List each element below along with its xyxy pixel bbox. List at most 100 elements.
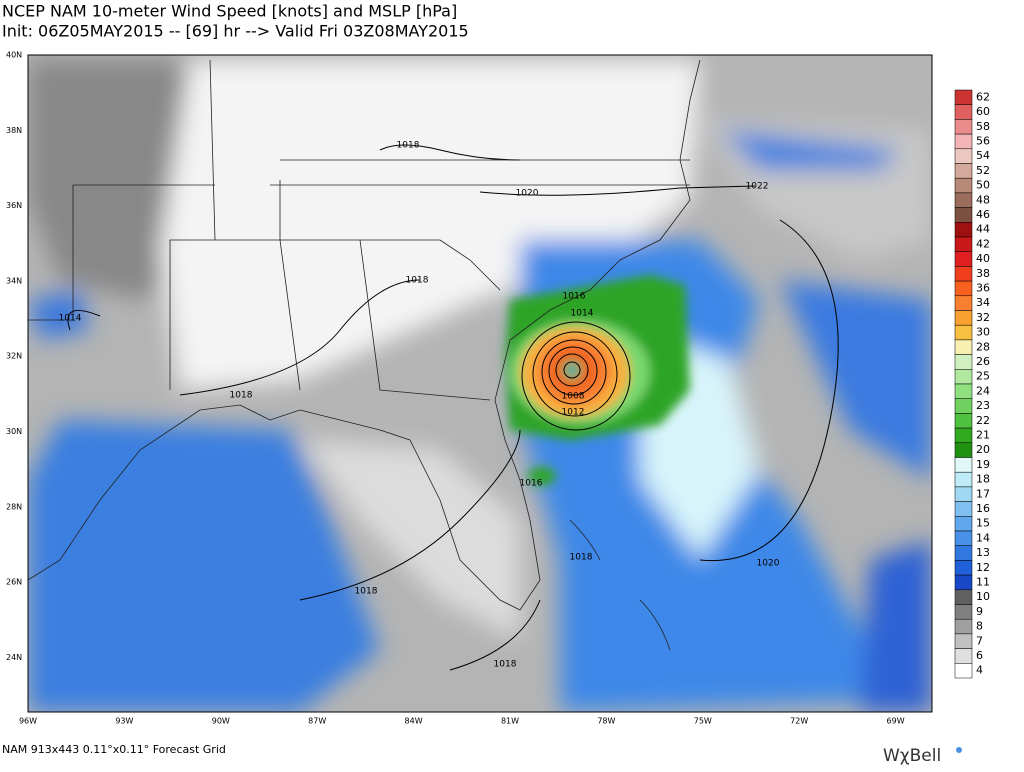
- isobar-label: 1014: [571, 309, 594, 319]
- colorbar-label: 9: [976, 605, 983, 618]
- isobar-labels: 1018 1020 1022 1018 1016 1014 1014 1018 1008 1012…: [59, 141, 780, 670]
- colorbar-swatch: [954, 648, 973, 664]
- colorbar-swatch: [954, 310, 973, 326]
- isobar-label: 1018: [355, 587, 378, 597]
- colorbar-label: 44: [976, 223, 990, 236]
- lon-label: 93W: [115, 717, 133, 726]
- colorbar-swatch: [954, 163, 973, 179]
- lon-label: 87W: [308, 717, 326, 726]
- lon-label: 72W: [790, 717, 808, 726]
- lon-label: 90W: [212, 717, 230, 726]
- colorbar-swatch: [954, 192, 973, 208]
- colorbar-swatch: [954, 618, 973, 635]
- colorbar-swatch: [954, 486, 973, 502]
- colorbar-swatch: [954, 398, 973, 414]
- isobar-label: 1012: [562, 408, 585, 418]
- subtitle: Init: 06Z05MAY2015 -- [69] hr --> Valid …: [2, 22, 469, 41]
- lat-label: 40N: [6, 51, 22, 60]
- lat-label: 28N: [6, 502, 22, 511]
- colorbar-label: 60: [976, 105, 990, 118]
- colorbar-label: 54: [976, 149, 990, 162]
- colorbar-label: 28: [976, 340, 990, 353]
- isobar-label: 1016: [520, 479, 543, 489]
- colorbar-swatch: [954, 663, 973, 679]
- colorbar-swatch: [954, 427, 973, 444]
- colorbar-label: 22: [976, 414, 990, 427]
- colorbar-swatch: [954, 560, 973, 576]
- colorbar-swatch: [954, 148, 973, 164]
- colorbar-label: 30: [976, 326, 990, 339]
- colorbar-label: 40: [976, 252, 990, 265]
- colorbar-swatch: [954, 236, 973, 252]
- colorbar-label: 11: [976, 575, 990, 588]
- colorbar-label: 6: [976, 649, 983, 662]
- colorbar-label: 52: [976, 164, 990, 177]
- colorbar-label: 25: [976, 370, 990, 383]
- map-field: [28, 55, 932, 712]
- logo: WχBell: [883, 746, 941, 766]
- colorbar-label: 26: [976, 355, 990, 368]
- colorbar-label: 16: [976, 502, 990, 515]
- logo-dot: [956, 747, 962, 753]
- colorbar-label: 58: [976, 120, 990, 133]
- colorbar-swatch: [954, 133, 973, 150]
- colorbar-label: 4: [976, 664, 983, 677]
- lat-label: 30N: [6, 427, 22, 436]
- colorbar-label: 18: [976, 473, 990, 486]
- colorbar-swatch: [954, 324, 973, 341]
- map-frame: [27, 54, 933, 713]
- isobar-label: 1018: [494, 660, 517, 670]
- colorbar-label: 8: [976, 620, 983, 633]
- colorbar-swatch: [954, 589, 973, 605]
- colorbar-label: 56: [976, 134, 990, 147]
- lat-label: 32N: [6, 352, 22, 361]
- colorbar-swatch: [954, 104, 973, 120]
- colorbar-label: 62: [976, 90, 990, 103]
- colorbar-swatch: [954, 207, 973, 223]
- lat-label: 38N: [6, 126, 22, 135]
- isobar-label: 1018: [397, 141, 420, 151]
- colorbar-swatch: [954, 530, 973, 546]
- colorbar-label: 23: [976, 399, 990, 412]
- colorbar-swatch: [954, 177, 973, 194]
- lat-labels: 40N 38N 36N 34N 32N 30N 28N 26N 24N: [6, 51, 22, 662]
- colorbar-swatch: [954, 222, 973, 238]
- colorbar-swatch: [954, 442, 973, 458]
- lat-label: 34N: [6, 276, 22, 285]
- colorbar-swatch: [954, 516, 973, 532]
- lon-label: 96W: [19, 717, 37, 726]
- colorbar-label: 38: [976, 267, 990, 280]
- lat-label: 24N: [6, 653, 22, 662]
- isobar-label: 1018: [406, 276, 429, 286]
- colorbar-swatch: [954, 383, 973, 399]
- colorbar-label: 50: [976, 179, 990, 192]
- isobar-label: 1018: [230, 391, 253, 401]
- colorbar-label: 34: [976, 296, 990, 309]
- lon-labels: 96W 93W 90W 87W 84W 81W 78W 75W 72W 69W: [19, 717, 905, 726]
- lat-label: 26N: [6, 578, 22, 587]
- colorbar-swatch: [954, 266, 973, 282]
- colorbar-label: 21: [976, 428, 990, 441]
- colorbar-label: 48: [976, 193, 990, 206]
- colorbar-label: 46: [976, 208, 990, 221]
- colorbar-label: 20: [976, 443, 990, 456]
- colorbar-swatch: [954, 369, 973, 385]
- isobar-label: 1020: [757, 559, 780, 569]
- isobar-label: 1018: [570, 553, 593, 563]
- colorbar-swatch: [954, 339, 973, 355]
- lon-label: 69W: [887, 717, 905, 726]
- colorbar-label: 42: [976, 237, 990, 250]
- colorbar-swatch: [954, 89, 973, 105]
- colorbar-swatch: [954, 119, 973, 135]
- isobar-label: 1014: [59, 314, 82, 324]
- colorbar-label: 19: [976, 458, 990, 471]
- colorbar-label: 12: [976, 561, 990, 574]
- colorbar-swatch: [954, 604, 973, 620]
- lon-label: 81W: [501, 717, 519, 726]
- colorbar-swatch: [954, 501, 973, 517]
- colorbar-label: 24: [976, 384, 990, 397]
- colorbar-label: 10: [976, 590, 990, 603]
- colorbar-label: 17: [976, 487, 990, 500]
- isobar-label: 1022: [746, 182, 769, 192]
